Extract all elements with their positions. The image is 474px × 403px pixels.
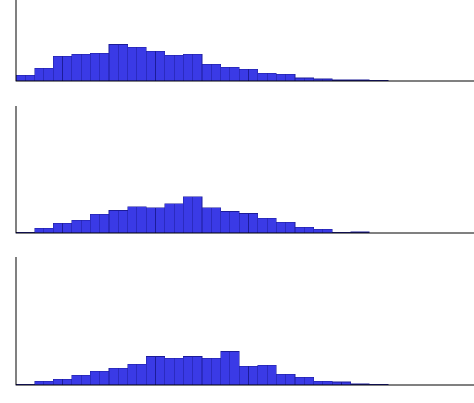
histogram-bar	[201, 63, 212, 82]
histogram-bar	[136, 206, 147, 234]
histogram-bar	[43, 380, 54, 386]
histogram-bar	[118, 44, 128, 82]
histogram-bar	[99, 53, 110, 82]
histogram-bar	[285, 373, 296, 386]
histogram-bar	[257, 365, 268, 386]
histogram-bar	[238, 213, 249, 234]
histogram-bar	[229, 351, 240, 386]
histogram-bar	[220, 211, 231, 234]
histogram-bar	[62, 222, 73, 234]
histogram-bar	[173, 55, 184, 82]
histogram-bar	[136, 47, 147, 82]
histogram-bar	[276, 221, 286, 234]
histogram-bar	[145, 207, 156, 234]
histogram-bar	[201, 207, 212, 234]
histogram-bar	[108, 44, 119, 82]
histogram-bar	[303, 376, 314, 386]
histogram-panel-3	[15, 257, 474, 386]
histogram-bar	[303, 226, 314, 234]
histogram-bar	[62, 378, 73, 386]
histogram-bar	[164, 203, 175, 234]
histogram-bar	[52, 378, 63, 386]
histogram-bar	[43, 227, 54, 234]
histogram-bar	[276, 73, 286, 82]
histogram-bar	[43, 67, 54, 82]
histogram-bar	[266, 365, 277, 386]
histogram-bar	[34, 227, 45, 234]
histogram-bar	[294, 226, 305, 234]
histogram-bar	[164, 358, 175, 386]
histogram-bar	[211, 358, 221, 386]
histogram-bar	[257, 218, 268, 234]
histogram-bar	[266, 218, 277, 234]
histogram-bar	[90, 214, 101, 234]
histogram-bar	[211, 207, 221, 234]
histogram-bar	[192, 54, 203, 82]
histogram-bar	[173, 358, 184, 386]
histogram-bar	[229, 211, 240, 234]
histogram-bar	[155, 207, 166, 234]
histogram-bar	[145, 51, 156, 82]
histogram-bar	[62, 55, 73, 82]
histogram-bar	[155, 356, 166, 386]
histogram-bar	[313, 228, 324, 234]
histogram-bar	[34, 380, 45, 386]
histogram-bar	[80, 220, 91, 234]
histogram-bar	[183, 196, 193, 234]
histogram-bar	[220, 66, 231, 82]
histogram-bar	[24, 74, 35, 82]
histogram-bar	[322, 228, 333, 234]
histogram-bar	[183, 54, 193, 82]
histogram-bar	[192, 356, 203, 386]
histogram-bar	[155, 51, 166, 82]
histogram-bar	[145, 356, 156, 386]
histogram-bar	[229, 66, 240, 82]
histogram-bar	[80, 54, 91, 82]
histogram-bar	[127, 47, 138, 82]
histogram-bar	[183, 356, 193, 386]
histogram-bar	[52, 55, 63, 82]
histogram-bar	[248, 365, 259, 386]
histogram-bar	[108, 367, 119, 386]
histogram-bar	[201, 358, 212, 386]
histogram-bar	[220, 351, 231, 386]
histogram-bar	[34, 67, 45, 82]
histogram-bar	[164, 55, 175, 82]
histogram-bar	[118, 367, 128, 386]
histogram-bar	[294, 376, 305, 386]
histogram-bar	[99, 370, 110, 386]
histogram-bar	[238, 68, 249, 82]
histogram-bar	[276, 373, 286, 386]
histogram-bar	[118, 210, 128, 234]
histogram-bar	[99, 214, 110, 234]
histogram-bar	[71, 374, 82, 386]
histogram-bar	[90, 370, 101, 386]
histogram-bar	[127, 206, 138, 234]
histogram-bar	[266, 72, 277, 82]
histogram-bar	[108, 210, 119, 234]
histogram-bar	[173, 203, 184, 234]
histogram-bar	[15, 74, 26, 82]
histogram-bar	[71, 54, 82, 82]
histogram-bar	[192, 196, 203, 234]
histogram-bar	[71, 220, 82, 234]
histogram-bar	[90, 53, 101, 82]
histogram-bar	[322, 380, 333, 386]
histogram-bar	[285, 221, 296, 234]
histogram-bar	[80, 374, 91, 386]
histogram-bar	[136, 364, 147, 386]
histogram-bar	[285, 73, 296, 82]
histogram-bar	[127, 364, 138, 386]
histogram-bar	[313, 380, 324, 386]
histogram-bar	[248, 68, 259, 82]
histogram-bar	[211, 63, 221, 82]
histogram-bar	[52, 222, 63, 234]
histogram-bar	[238, 365, 249, 386]
histogram-panel-1	[15, 0, 474, 82]
histogram-panel-2	[15, 106, 474, 234]
histogram-bar	[248, 213, 259, 234]
histogram-bar	[257, 72, 268, 82]
